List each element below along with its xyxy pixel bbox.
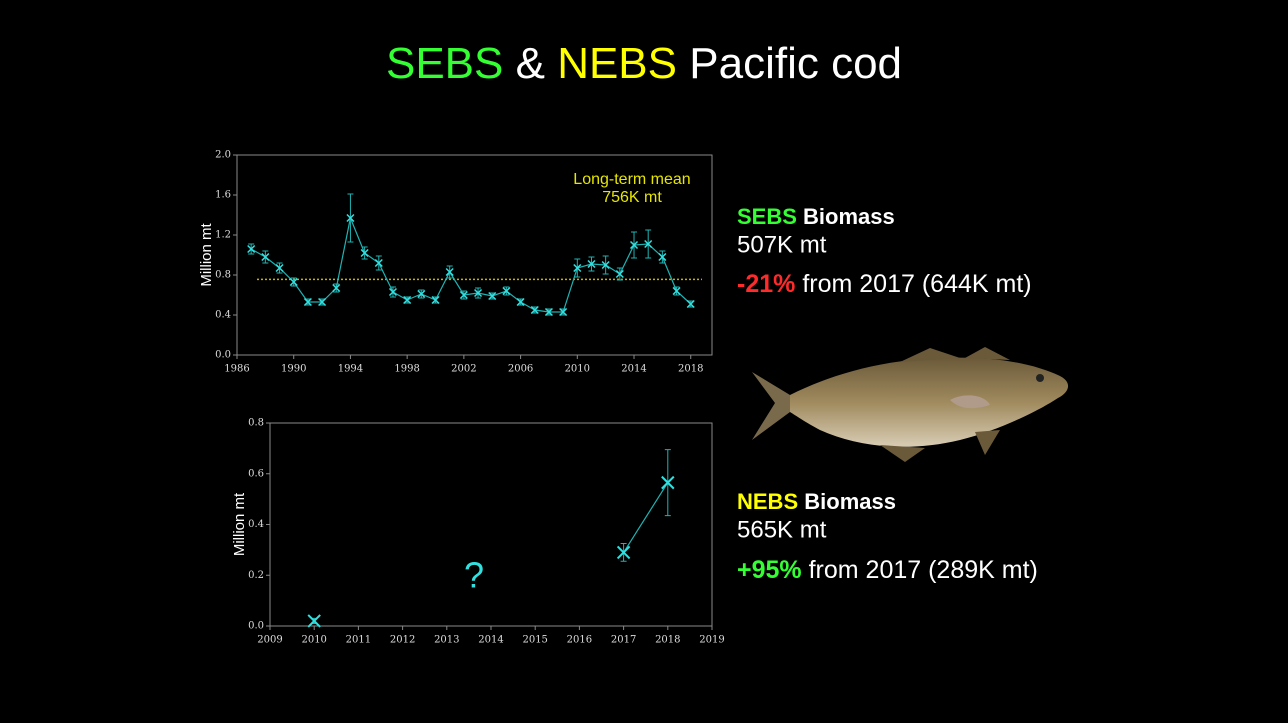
y-tick-label: 0.8 — [215, 270, 231, 281]
title-species: Pacific cod — [689, 39, 902, 88]
nebs-change-line: +95% from 2017 (289K mt) — [737, 556, 1038, 584]
x-tick-label: 2014 — [478, 635, 503, 646]
x-tick-label: 1998 — [394, 364, 419, 375]
x-tick-label: 2010 — [301, 635, 326, 646]
y-axis-label: Million mt — [198, 222, 215, 286]
comparison: from 2017 (289K mt) — [809, 556, 1038, 584]
label: Biomass — [804, 489, 896, 514]
annotation: ? — [464, 555, 484, 596]
x-tick-label: 2013 — [434, 635, 459, 646]
sebs-change-line: -21% from 2017 (644K mt) — [737, 270, 1032, 298]
sebs-biomass: 507K mt — [737, 231, 827, 258]
y-tick-label: 0.0 — [248, 621, 264, 632]
x-tick-label: 2018 — [655, 635, 680, 646]
title-sebs: SEBS — [386, 39, 503, 88]
x-tick-label: 2015 — [522, 635, 547, 646]
x-tick-label: 2011 — [346, 635, 371, 646]
title-nebs: NEBS — [557, 39, 677, 88]
x-tick-label: 2009 — [257, 635, 282, 646]
x-tick-label: 2017 — [611, 635, 636, 646]
y-tick-label: 0.2 — [248, 570, 264, 581]
x-tick-label: 2014 — [621, 364, 646, 375]
change: -21% — [737, 270, 795, 298]
x-tick-label: 1994 — [338, 364, 363, 375]
y-tick-label: 1.2 — [215, 230, 231, 241]
x-tick-label: 2012 — [390, 635, 415, 646]
change: +95% — [737, 556, 802, 584]
region: NEBS — [737, 489, 798, 514]
slide-title: SEBS & NEBS Pacific cod — [386, 39, 902, 88]
x-tick-label: 2019 — [699, 635, 724, 646]
comparison: from 2017 (644K mt) — [802, 270, 1031, 298]
nebs-heading: NEBS Biomass — [737, 489, 896, 514]
mean-label: Long-term mean — [573, 171, 690, 188]
x-tick-label: 1990 — [281, 364, 306, 375]
y-tick-label: 1.6 — [215, 190, 231, 201]
x-tick-label: 2010 — [565, 364, 590, 375]
background — [0, 0, 1288, 723]
mean-label: 756K mt — [602, 189, 662, 206]
label: Biomass — [803, 204, 895, 229]
nebs-biomass: 565K mt — [737, 516, 827, 543]
sebs-heading: SEBS Biomass — [737, 204, 895, 229]
region: SEBS — [737, 204, 797, 229]
y-tick-label: 0.8 — [248, 418, 264, 429]
x-tick-label: 1986 — [224, 364, 249, 375]
x-tick-label: 2002 — [451, 364, 476, 375]
x-tick-label: 2016 — [567, 635, 592, 646]
title-amp: & — [516, 39, 545, 88]
y-tick-label: 0.4 — [248, 519, 264, 530]
y-tick-label: 0.6 — [248, 468, 264, 479]
y-axis-label: Million mt — [231, 492, 248, 556]
slide: SEBS & NEBS Pacific cod SEBS Biomass 507… — [0, 0, 1288, 723]
x-tick-label: 2018 — [678, 364, 703, 375]
y-tick-label: 0.4 — [215, 310, 231, 321]
x-tick-label: 2006 — [508, 364, 533, 375]
y-tick-label: 2.0 — [215, 150, 231, 161]
y-tick-label: 0.0 — [215, 350, 231, 361]
